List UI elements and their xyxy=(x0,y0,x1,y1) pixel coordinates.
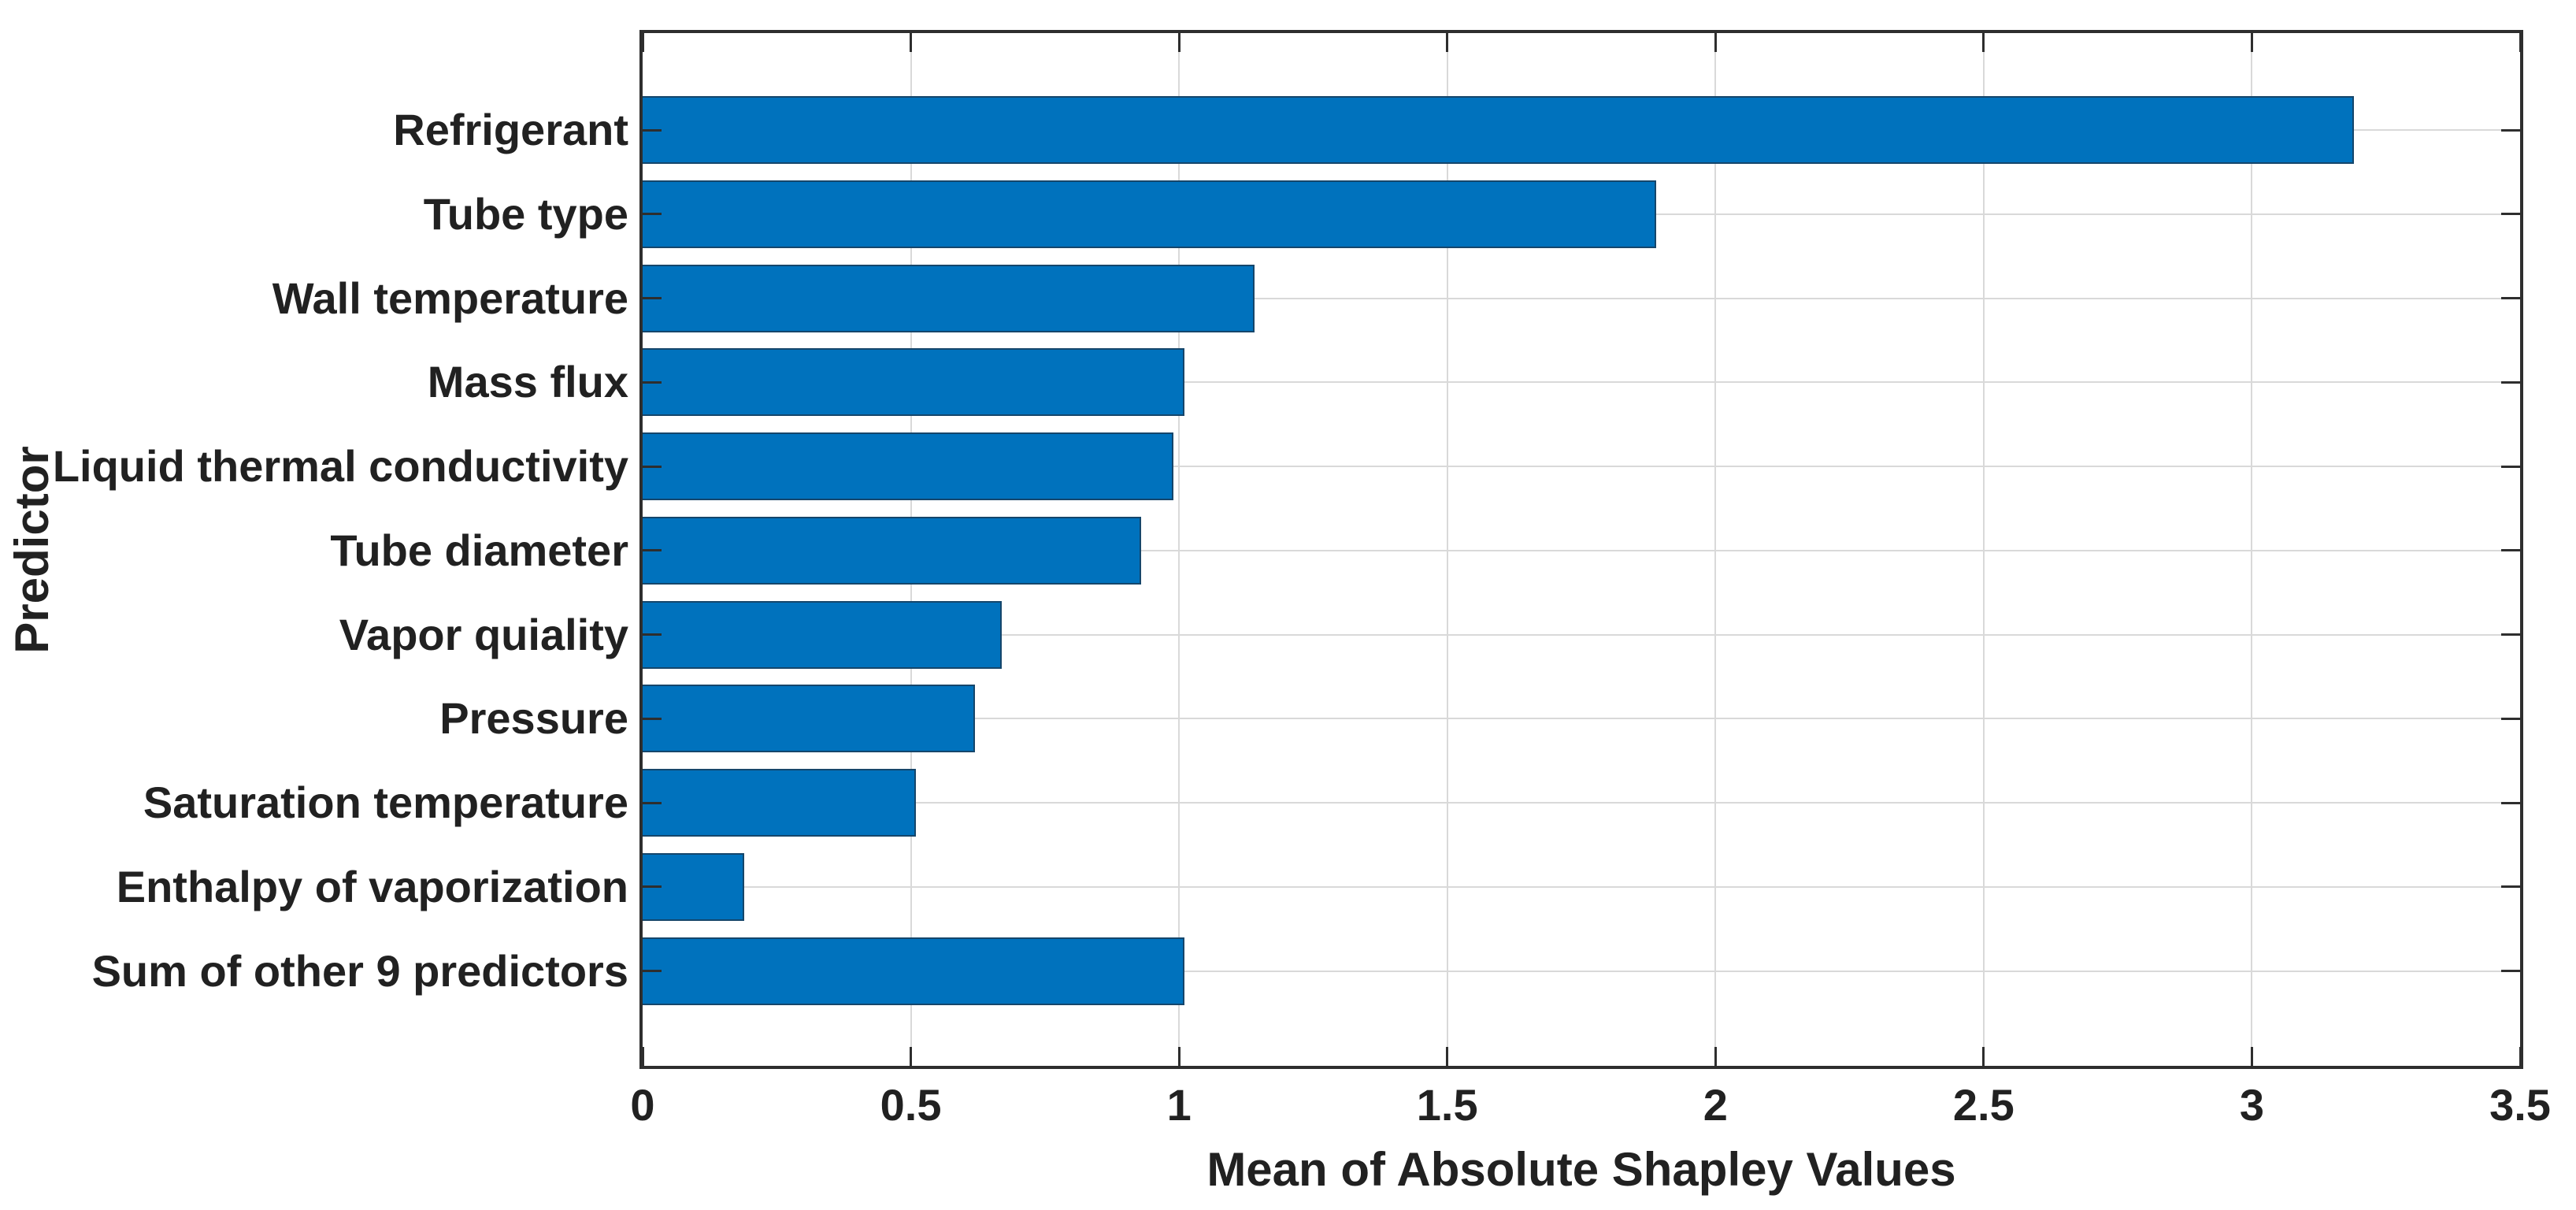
y-gridline xyxy=(643,885,2520,888)
x-tick-label: 1.5 xyxy=(1416,1080,1478,1130)
x-gridline xyxy=(1446,33,1448,1066)
x-gridline xyxy=(1714,33,1717,1066)
bar-wall-temperature xyxy=(643,264,1255,332)
bar-tube-type xyxy=(643,180,1657,248)
x-gridline xyxy=(1982,33,1985,1066)
y-tick-mark xyxy=(643,213,662,216)
y-tick-mark xyxy=(643,465,662,468)
y-tick-mark xyxy=(2501,970,2520,972)
y-tick-mark xyxy=(2501,465,2520,468)
y-gridline xyxy=(643,466,2520,467)
y-tick-mark xyxy=(643,801,662,804)
x-tick-mark xyxy=(1714,1047,1717,1066)
x-tick-label: 3 xyxy=(2239,1080,2264,1130)
bar-sum-of-other-9-predictors xyxy=(643,937,1184,1005)
y-tick-mark xyxy=(2501,213,2520,216)
bar-mass-flux xyxy=(643,348,1184,417)
x-tick-mark xyxy=(1177,1047,1181,1066)
y-gridline xyxy=(643,970,2520,972)
x-tick-mark xyxy=(910,1047,913,1066)
y-tick-mark xyxy=(2501,717,2520,720)
y-tick-mark xyxy=(2501,633,2520,636)
y-tick-mark xyxy=(2501,549,2520,552)
x-tick-mark xyxy=(1446,1047,1449,1066)
x-tick-mark xyxy=(1177,33,1181,52)
y-category-label: Pressure xyxy=(439,693,628,744)
y-tick-mark xyxy=(2501,297,2520,299)
y-category-label: Refrigerant xyxy=(393,105,628,154)
y-tick-mark xyxy=(643,297,662,299)
x-tick-mark xyxy=(910,33,913,52)
x-tick-mark xyxy=(2519,33,2522,52)
x-gridline xyxy=(1178,33,1181,1066)
x-tick-label: 2.5 xyxy=(1952,1080,2014,1130)
x-tick-mark xyxy=(2519,1047,2522,1066)
x-tick-mark xyxy=(641,33,644,52)
y-category-label: Vapor quiality xyxy=(339,609,628,659)
x-tick-mark xyxy=(1982,33,1985,52)
y-category-label: Tube type xyxy=(423,188,628,239)
bar-pressure xyxy=(643,685,976,753)
x-tick-label: 0.5 xyxy=(880,1080,942,1130)
bar-tube-diameter xyxy=(643,516,1142,585)
y-tick-mark xyxy=(643,128,662,132)
y-category-label: Mass flux xyxy=(427,357,628,407)
x-tick-label: 1 xyxy=(1166,1080,1192,1130)
x-tick-label: 0 xyxy=(630,1080,655,1130)
y-tick-mark xyxy=(643,549,662,552)
y-category-label: Liquid thermal conductivity xyxy=(52,441,628,491)
x-gridline xyxy=(2251,33,2253,1066)
y-category-label: Wall temperature xyxy=(272,273,628,323)
x-tick-label: 3.5 xyxy=(2489,1080,2551,1130)
bar-vapor-quiality xyxy=(643,600,1003,669)
bar-liquid-thermal-conductivity xyxy=(643,432,1174,500)
x-tick-mark xyxy=(2250,33,2253,52)
y-gridline xyxy=(643,633,2520,636)
y-tick-mark xyxy=(643,717,662,720)
y-tick-mark xyxy=(643,970,662,972)
y-gridline xyxy=(643,802,2520,804)
y-category-label: Enthalpy of vaporization xyxy=(116,861,628,911)
x-tick-mark xyxy=(1714,33,1717,52)
plot-area xyxy=(639,30,2523,1069)
bar-saturation-temperature xyxy=(643,769,917,837)
x-tick-mark xyxy=(1982,1047,1985,1066)
y-category-label: Sum of other 9 predictors xyxy=(91,945,628,996)
y-tick-mark xyxy=(2501,380,2520,384)
y-tick-mark xyxy=(643,633,662,636)
x-axis-label: Mean of Absolute Shapley Values xyxy=(1206,1143,1956,1196)
x-tick-mark xyxy=(641,1047,644,1066)
y-category-label: Saturation temperature xyxy=(143,778,628,827)
bar-refrigerant xyxy=(643,96,2354,164)
y-tick-mark xyxy=(643,885,662,889)
x-tick-mark xyxy=(1446,33,1449,52)
y-gridline xyxy=(643,297,2520,299)
y-tick-mark xyxy=(643,380,662,384)
y-tick-mark xyxy=(2501,801,2520,804)
x-tick-label: 2 xyxy=(1703,1080,1728,1130)
y-tick-mark xyxy=(2501,128,2520,132)
y-gridline xyxy=(643,718,2520,720)
y-category-label: Tube diameter xyxy=(330,525,628,575)
y-gridline xyxy=(643,381,2520,384)
y-tick-mark xyxy=(2501,885,2520,889)
y-gridline xyxy=(643,549,2520,551)
x-tick-mark xyxy=(2250,1047,2253,1066)
